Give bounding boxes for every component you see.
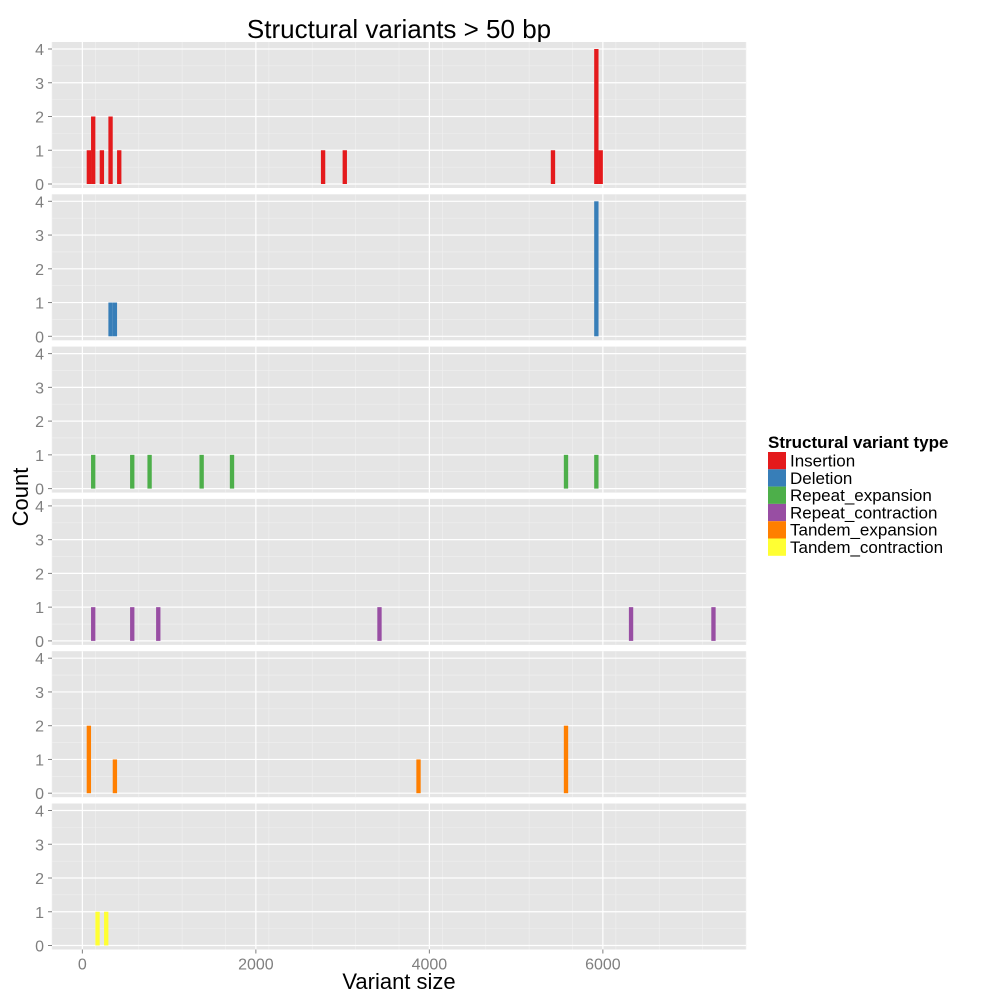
bar <box>416 759 421 794</box>
y-tick-label: 0 <box>35 786 44 803</box>
legend-swatch <box>768 452 786 470</box>
bar <box>598 150 603 184</box>
bar <box>320 150 326 184</box>
y-tick-label: 2 <box>35 414 44 431</box>
y-tick-label: 2 <box>35 719 44 736</box>
bar <box>594 201 599 337</box>
legend-label: Deletion <box>790 469 852 488</box>
bar <box>108 302 113 337</box>
bar <box>91 116 96 184</box>
legend-label: Repeat_expansion <box>790 486 932 505</box>
y-tick-label: 0 <box>35 634 44 651</box>
y-tick-label: 1 <box>35 905 44 922</box>
y-tick-label: 3 <box>35 380 44 397</box>
x-axis-title: Variant size <box>342 969 455 994</box>
legend-label: Insertion <box>790 452 855 471</box>
y-tick-label: 4 <box>35 194 44 211</box>
legend-label: Repeat_contraction <box>790 503 937 522</box>
bar <box>563 725 569 794</box>
bar <box>130 454 135 489</box>
legend-label: Tandem_contraction <box>790 538 943 557</box>
y-tick-label: 3 <box>35 76 44 93</box>
legend-swatch <box>768 538 786 556</box>
bar <box>108 116 113 184</box>
y-tick-label: 1 <box>35 296 44 313</box>
x-tick-label: 2000 <box>238 957 274 974</box>
facet-panel: 0 1 2 3 4 <box>35 651 747 803</box>
bar <box>594 49 599 184</box>
facet-panel: 0 1 2 3 4 <box>35 346 747 499</box>
legend: Structural variant type InsertionDeletio… <box>768 433 948 557</box>
y-tick-label: 3 <box>35 533 44 550</box>
legend-swatch <box>768 503 786 522</box>
legend-swatch <box>768 486 786 504</box>
facet-panel: 0 1 2 3 4 <box>35 42 747 194</box>
y-tick-label: 4 <box>35 347 44 364</box>
bar <box>563 454 569 489</box>
bar <box>199 454 204 489</box>
bar <box>628 607 634 641</box>
bar <box>229 454 235 489</box>
bar <box>104 911 109 946</box>
y-tick-label: 4 <box>35 804 44 821</box>
y-tick-label: 0 <box>35 177 44 194</box>
bar <box>550 150 556 184</box>
x-tick-label: 0 <box>78 957 87 974</box>
bar <box>86 725 92 794</box>
bar <box>112 759 118 794</box>
legend-title: Structural variant type <box>768 433 948 452</box>
bar <box>130 607 135 641</box>
y-axis-title: Count <box>8 468 33 527</box>
bar <box>112 302 118 337</box>
bar <box>594 454 599 489</box>
bar <box>91 454 96 489</box>
bar <box>147 454 152 489</box>
y-tick-label: 4 <box>35 42 44 59</box>
y-tick-label: 0 <box>35 329 44 346</box>
facet-panel: 0 1 2 3 4 <box>35 803 747 956</box>
y-tick-label: 3 <box>35 685 44 702</box>
bar <box>156 607 161 641</box>
y-tick-label: 3 <box>35 228 44 245</box>
legend-swatch <box>768 469 786 487</box>
y-tick-label: 2 <box>35 871 44 888</box>
y-tick-label: 2 <box>35 566 44 583</box>
y-tick-label: 1 <box>35 143 44 160</box>
y-tick-label: 0 <box>35 939 44 956</box>
x-tick-label: 4000 <box>412 957 448 974</box>
bar <box>95 911 100 946</box>
bar <box>377 607 382 641</box>
bar <box>91 607 96 641</box>
y-tick-label: 4 <box>35 499 44 516</box>
facet-panel: 0 1 2 3 4 <box>35 498 747 651</box>
y-tick-label: 2 <box>35 262 44 279</box>
y-tick-label: 0 <box>35 482 44 499</box>
y-tick-label: 4 <box>35 651 44 668</box>
y-tick-label: 3 <box>35 837 44 854</box>
chart-title: Structural variants > 50 bp <box>247 14 551 44</box>
legend-label: Tandem_expansion <box>790 521 937 540</box>
bar <box>86 150 92 184</box>
y-tick-label: 1 <box>35 448 44 465</box>
x-axis: 0 2000 4000 6000 <box>78 949 621 974</box>
bar <box>117 150 122 184</box>
facet-panel: 0 1 2 3 4 <box>35 194 747 346</box>
legend-swatch <box>768 521 786 539</box>
y-tick-label: 1 <box>35 600 44 617</box>
y-tick-label: 2 <box>35 110 44 127</box>
bar <box>711 607 716 641</box>
y-tick-label: 1 <box>35 752 44 769</box>
bar <box>99 150 105 184</box>
x-tick-label: 6000 <box>585 957 621 974</box>
bar <box>342 150 347 184</box>
